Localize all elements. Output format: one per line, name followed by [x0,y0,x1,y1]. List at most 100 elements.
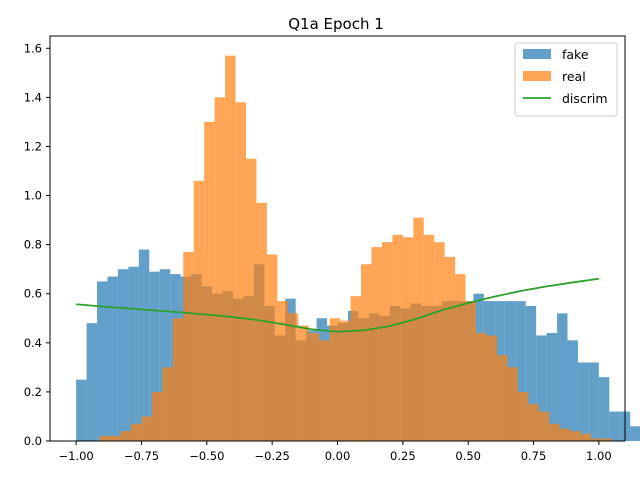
real-bar [214,97,226,442]
fake-bar [630,426,640,441]
x-tick-label: 0.50 [455,449,481,463]
real-bar [204,121,215,441]
real-bar [350,296,362,441]
y-tick-label: 0.2 [24,385,42,399]
real-bar [131,423,142,441]
fake-bar [536,335,547,441]
x-tick-label: −0.25 [255,449,290,463]
real-bar [476,333,487,441]
real-bar [371,247,382,441]
real-bar [162,367,173,441]
chart-title: Q1a Epoch 1 [288,15,384,33]
real-bar [465,301,477,441]
x-tick-label: 1.00 [586,449,612,463]
fake-bar [598,377,610,441]
real-bar [256,202,267,441]
real-bar [402,237,414,441]
real-bar [329,318,341,441]
real-bar [110,436,121,441]
real-bar [392,234,403,441]
real-bar [413,217,424,441]
real-bar [287,313,299,441]
real-bar [528,404,539,441]
x-tick-label: 0.25 [390,449,416,463]
real-bar [183,252,194,441]
fake-bar [577,362,589,441]
real-bar [141,416,152,441]
real-bar [340,320,351,441]
real-bar [570,431,581,441]
real-bar [381,242,393,441]
real-bar [507,367,518,441]
legend-label-real: real [562,69,586,84]
real-series [99,55,612,442]
x-tick-label: 0.00 [325,449,351,463]
real-bar [319,340,330,441]
y-tick-label: 1.2 [24,139,42,153]
real-bar [559,428,571,441]
legend-swatch-real [523,71,551,81]
fake-bar [159,269,171,441]
fake-bar [107,276,118,441]
fake-bar [525,306,537,441]
real-bar [455,274,466,441]
y-axis: 0.0 0.2 0.4 0.6 0.8 1.0 1.2 1.4 1.6 [24,41,50,448]
real-bar [444,256,456,441]
y-tick-label: 1.0 [24,189,42,203]
fake-bar [557,313,568,441]
real-bar [246,158,257,442]
real-bar [193,180,205,441]
fake-bar [546,333,558,441]
real-bar [172,318,184,441]
real-bar [423,234,435,441]
fake-bar [609,411,620,441]
real-bar [298,325,309,441]
real-bar [361,264,372,441]
x-tick-label: −0.75 [124,449,159,463]
y-tick-label: 0.8 [24,238,42,252]
real-bar [496,355,508,441]
real-bar [517,391,529,441]
fake-bar [567,340,578,441]
real-bar [308,333,320,441]
discrim-series [76,277,599,333]
x-tick-label: −0.50 [189,449,224,463]
legend-swatch-fake [523,49,551,59]
legend: fake real discrim [514,42,618,117]
legend-label-discrim: discrim [562,91,608,106]
fake-bar [97,281,108,441]
x-tick-label: 0.75 [521,449,547,463]
real-bar [225,55,236,441]
real-bar [486,335,497,441]
real-bar [277,301,288,441]
fake-bar [138,249,150,441]
real-bar [549,423,560,441]
fake-bar [128,266,139,441]
y-tick-label: 0.4 [24,336,42,350]
fake-bar [588,362,599,441]
fake-bar [86,323,98,441]
real-bar [434,242,445,441]
fake-bar [76,379,87,441]
real-bar [266,254,278,441]
real-bar [580,433,592,441]
real-bar [151,391,163,441]
legend-label-fake: fake [562,47,589,62]
fake-bar [117,269,129,441]
y-tick-label: 0.0 [24,434,42,448]
real-bar [120,431,132,441]
x-axis: −1.00 −0.75 −0.50 −0.25 0.00 0.25 0.50 0.75 1.00 [59,441,612,463]
real-bar [591,438,602,441]
x-tick-label: −1.00 [59,449,94,463]
y-tick-label: 1.4 [24,90,42,104]
fake-bar [515,301,526,441]
y-tick-label: 0.6 [24,287,42,301]
real-bar [99,436,111,441]
discrim-line [76,277,599,333]
real-bar [601,438,612,441]
fake-bar [149,271,160,441]
y-tick-label: 1.6 [24,41,42,55]
real-bar [538,411,550,441]
real-bar [235,102,247,442]
